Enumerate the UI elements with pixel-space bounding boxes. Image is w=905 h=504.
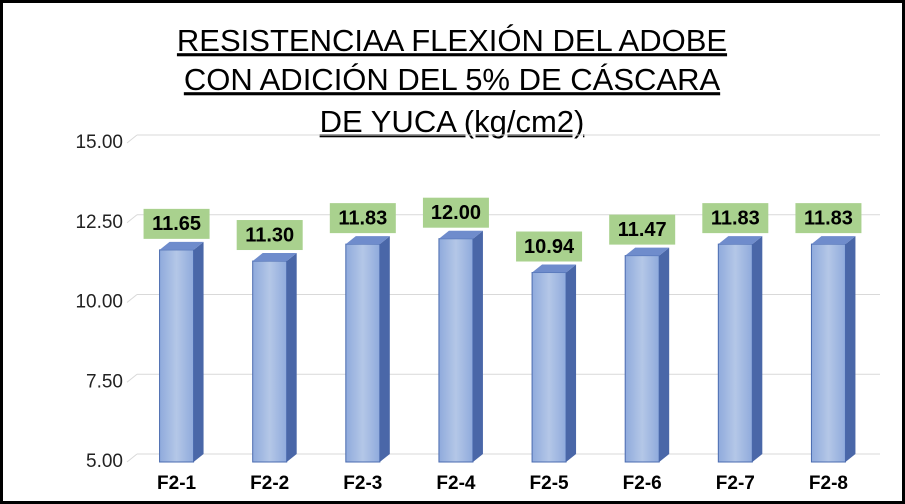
data-label-box	[702, 203, 769, 234]
bar	[159, 249, 195, 463]
x-tick-label: F2-2	[250, 473, 289, 494]
bar-top	[532, 264, 577, 273]
data-label-box	[795, 203, 862, 234]
bar	[531, 272, 567, 463]
y-tick-label: 7.50	[86, 371, 123, 392]
bar	[717, 243, 753, 463]
x-tick-label: F2-4	[436, 473, 476, 494]
grid-line	[126, 294, 138, 303]
x-tick-label: F2-1	[157, 473, 197, 494]
data-label-box	[329, 203, 396, 234]
data-label-box	[516, 231, 583, 262]
bar-top	[252, 253, 297, 262]
grid-line	[126, 214, 138, 224]
bar-top	[345, 236, 390, 245]
bar	[252, 260, 288, 463]
y-tick-label: 10.00	[75, 292, 123, 313]
bar-top	[811, 236, 856, 245]
data-label: 11.47	[618, 219, 667, 241]
x-tick-label: F2-8	[809, 473, 848, 494]
data-label: 10.94	[524, 236, 575, 258]
grid-line	[126, 453, 138, 463]
data-label-box	[422, 197, 489, 228]
chart-title: DE YUCA (kg/cm2)	[320, 104, 585, 139]
bar	[624, 255, 660, 463]
chart-title: RESISTENCIAA FLEXIÓN DEL ADOBE	[177, 23, 727, 58]
bar-top	[159, 241, 204, 250]
bar-top	[438, 230, 483, 239]
bar-side	[566, 264, 577, 462]
bar-side	[379, 236, 390, 462]
data-label-box	[609, 214, 676, 245]
bar-side	[286, 253, 297, 462]
data-label: 11.83	[338, 207, 387, 229]
bar-side	[752, 236, 763, 462]
x-tick-label: F2-3	[343, 473, 382, 494]
grid-line	[126, 373, 138, 383]
bar-top	[718, 236, 763, 245]
bar	[345, 243, 381, 463]
data-label: 11.83	[804, 207, 853, 229]
y-tick-label: 15.00	[75, 132, 123, 153]
data-label: 12.00	[431, 202, 481, 224]
data-label: 11.30	[245, 224, 294, 246]
x-tick-label: F2-6	[623, 473, 662, 494]
data-label: 11.83	[711, 207, 760, 229]
x-tick-label: F2-7	[716, 473, 755, 494]
data-label-box	[143, 208, 210, 239]
bar-side	[659, 247, 670, 462]
bar	[810, 243, 846, 463]
grid-line	[126, 134, 138, 144]
bar-side	[193, 241, 204, 462]
bar	[438, 238, 474, 463]
bar-side	[472, 230, 483, 462]
data-label-box	[236, 220, 303, 251]
bar-top	[625, 247, 670, 256]
y-tick-label: 12.50	[75, 212, 123, 233]
bar-side	[845, 236, 856, 462]
y-tick-label: 5.00	[86, 451, 123, 472]
data-label: 11.65	[152, 213, 201, 235]
chart-title: CON ADICIÓN DEL 5% DE CÁSCARA	[184, 62, 721, 97]
x-tick-label: F2-5	[530, 473, 570, 494]
